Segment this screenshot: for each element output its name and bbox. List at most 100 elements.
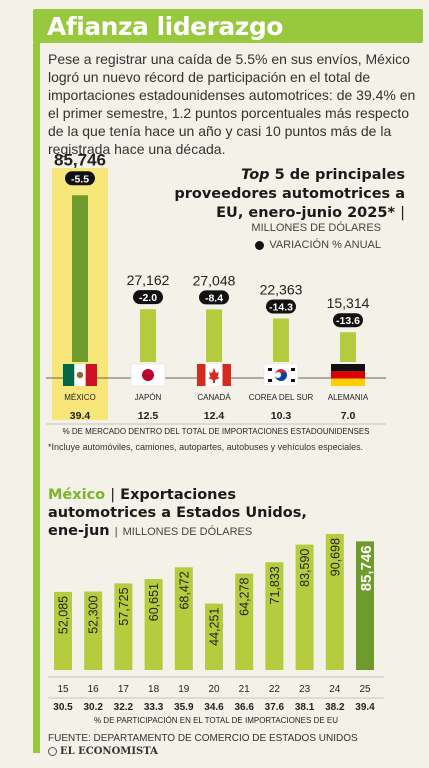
exports-value-label: 60,651	[147, 583, 161, 621]
trigram	[268, 368, 272, 371]
exports-title-line3: ene-jun	[48, 523, 110, 539]
variation-label: -8.4	[205, 292, 223, 304]
flag-stripe	[63, 364, 75, 386]
exports-bar	[265, 562, 284, 670]
flag-stripe	[331, 364, 365, 372]
top5-bar	[273, 318, 289, 362]
exports-year-label: 15	[57, 684, 69, 695]
exports-year-label: 21	[239, 684, 251, 695]
exports-share-label: 30.2	[83, 702, 103, 713]
exports-year-label: 23	[299, 684, 311, 695]
exports-share-label: 38.1	[295, 702, 315, 713]
top5-bar	[72, 195, 88, 362]
exports-year-label: 24	[329, 684, 341, 695]
left-accent-bar	[33, 43, 40, 753]
top5-category-label: JAPÓN	[135, 393, 162, 402]
top5-share-label: 10.3	[271, 410, 292, 422]
top5-legend: VARIACIÓN % ANUAL	[255, 239, 381, 251]
title-separator: |	[110, 487, 116, 503]
exports-share-label: 37.6	[265, 702, 285, 713]
exports-year-label: 18	[148, 684, 160, 695]
trigram	[268, 379, 272, 382]
exports-year-label: 22	[269, 684, 281, 695]
brand-mark-icon	[48, 747, 57, 756]
exports-year-label: 20	[208, 684, 220, 695]
exports-title-line2: automotrices a Estados Unidos,	[48, 505, 307, 521]
top5-title-italic: Top	[241, 167, 270, 183]
top5-chart: 85,746 -5.5 MÉXICO 39.4 27,162 -2.0 JAPÓN 12.5 2…	[46, 150, 386, 436]
page-title: Afianza liderazgo	[47, 12, 283, 41]
top5-value-label: 15,314	[327, 295, 370, 311]
exports-units-separator: |	[114, 526, 118, 538]
flag-emblem	[76, 371, 84, 379]
exports-share-label: 36.6	[234, 702, 254, 713]
legend-variation-label: VARIACIÓN % ANUAL	[269, 239, 381, 251]
variation-badge	[65, 171, 95, 186]
exports-bar	[295, 544, 314, 670]
exports-title-green: México	[48, 487, 106, 503]
maple-leaf-icon	[208, 368, 220, 383]
top5-title-rest: 5 de principales proveedores automotrice…	[174, 167, 405, 221]
flag-band	[222, 364, 231, 386]
variation-badge	[199, 290, 229, 305]
exports-value-label: 83,590	[298, 549, 312, 587]
taeguk-bottom	[275, 372, 287, 381]
header-banner: Afianza liderazgo	[33, 9, 423, 43]
top5-share-label: 7.0	[341, 410, 356, 422]
variation-label: -5.5	[71, 173, 89, 185]
source-text: FUENTE: DEPARTAMENTO DE COMERCIO DE ESTA…	[48, 733, 358, 744]
exports-year-label: 17	[118, 684, 130, 695]
variation-label: -13.6	[336, 315, 360, 327]
top5-bar	[340, 332, 356, 362]
exports-share-label: 32.2	[114, 702, 134, 713]
japan-flag-icon	[130, 363, 166, 387]
top5-value-label: 27,162	[127, 272, 170, 288]
exports-share-label: 35.9	[174, 702, 194, 713]
exports-bar	[235, 573, 254, 670]
germany-flag-icon	[331, 364, 365, 386]
exports-share-caption: % DE PARTICIPACIÓN EN EL TOTAL DE IMPORT…	[94, 716, 338, 725]
exports-title: México | Exportaciones automotrices a Es…	[48, 486, 348, 541]
variation-badge	[266, 299, 296, 314]
legend-dot-icon	[255, 240, 265, 250]
variation-badge	[133, 290, 163, 305]
variation-label: -2.0	[139, 292, 157, 304]
mexico-flag-icon	[63, 364, 97, 386]
exports-share-label: 38.2	[325, 702, 345, 713]
exports-bar	[144, 579, 163, 670]
exports-share-label: 34.6	[204, 702, 224, 713]
exports-value-label: 64,278	[238, 578, 252, 616]
top5-footnote: *Incluye automóviles, camiones, autopart…	[48, 442, 364, 452]
variation-label: -14.3	[269, 302, 293, 314]
top5-value-label: 27,048	[193, 272, 236, 288]
top5-bar	[140, 309, 156, 362]
flag-stripe	[331, 371, 365, 379]
flag-stripe	[331, 378, 365, 386]
exports-bar	[114, 583, 133, 670]
title-separator: |	[400, 205, 405, 221]
top5-title: Top 5 de principales proveedores automot…	[165, 166, 405, 223]
exports-value-label: 44,251	[208, 608, 222, 646]
flag-stripe	[85, 364, 97, 386]
exports-bar	[356, 541, 374, 670]
exports-value-label: 52,300	[87, 596, 101, 634]
top5-share-label: 12.5	[138, 410, 159, 422]
canada-flag-icon	[197, 364, 231, 386]
exports-value-label: 85,746	[358, 545, 375, 591]
exports-value-label: 52,085	[57, 596, 71, 634]
exports-value-label: 90,698	[328, 538, 342, 576]
exports-bar	[325, 533, 344, 670]
exports-bar	[84, 591, 103, 670]
top5-share-label: 12.4	[204, 410, 225, 422]
top5-category-label: MÉXICO	[64, 393, 96, 402]
exports-value-label: 57,725	[117, 587, 131, 625]
exports-chart: 52,085 15 30.5 52,300 16 30.2 57,725 17 32.2 60,6…	[48, 533, 384, 725]
top5-share-label: 39.4	[70, 410, 91, 422]
exports-value-label: 68,472	[177, 571, 191, 609]
exports-year-label: 19	[178, 684, 190, 695]
exports-share-label: 30.5	[53, 702, 73, 713]
exports-bar	[174, 567, 193, 670]
top5-category-label: COREA DEL SUR	[249, 393, 314, 402]
top5-category-label: ALEMANIA	[328, 393, 369, 402]
brand-name: EL ECONOMISTA	[60, 746, 158, 757]
